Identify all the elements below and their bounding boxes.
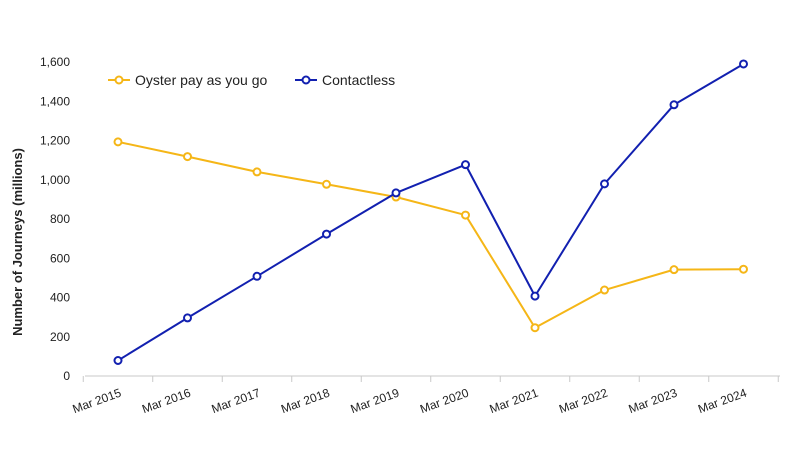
x-tick-label: Mar 2020 bbox=[418, 386, 471, 417]
legend-label: Oyster pay as you go bbox=[135, 72, 268, 88]
data-point bbox=[532, 293, 539, 300]
data-point bbox=[462, 212, 469, 219]
data-point bbox=[323, 231, 330, 238]
legend-label: Contactless bbox=[322, 72, 395, 88]
data-point bbox=[115, 138, 122, 145]
y-tick-label: 600 bbox=[50, 251, 70, 265]
x-tick-label: Mar 2021 bbox=[488, 386, 541, 417]
data-point bbox=[254, 168, 261, 175]
data-point bbox=[740, 266, 747, 273]
series-line bbox=[118, 142, 744, 328]
data-point bbox=[671, 266, 678, 273]
y-tick-label: 200 bbox=[50, 330, 70, 344]
x-tick-label: Mar 2018 bbox=[279, 386, 332, 417]
data-point bbox=[323, 181, 330, 188]
y-axis-title: Number of Journeys (millions) bbox=[10, 148, 25, 336]
data-point bbox=[115, 357, 122, 364]
data-point bbox=[601, 180, 608, 187]
legend: Oyster pay as you go Contactless bbox=[108, 72, 395, 88]
series-oyster-pay-as-you-go bbox=[115, 138, 748, 331]
x-tick-label: Mar 2022 bbox=[557, 386, 610, 417]
data-point bbox=[740, 60, 747, 67]
x-tick-label: Mar 2019 bbox=[349, 386, 402, 417]
data-point bbox=[671, 101, 678, 108]
y-tick-label: 1,400 bbox=[40, 94, 70, 108]
y-tick-label: 800 bbox=[50, 212, 70, 226]
y-tick-label: 1,600 bbox=[40, 55, 70, 69]
legend-item: Contactless bbox=[295, 72, 395, 88]
y-tick-label: 1,200 bbox=[40, 134, 70, 148]
legend-item: Oyster pay as you go bbox=[108, 72, 268, 88]
x-tick-label: Mar 2024 bbox=[696, 386, 749, 417]
x-tick-label: Mar 2015 bbox=[71, 386, 124, 417]
x-tick-label: Mar 2017 bbox=[210, 386, 263, 417]
legend-marker bbox=[303, 77, 310, 84]
series-layer bbox=[115, 60, 748, 364]
data-point bbox=[601, 287, 608, 294]
x-tick-label: Mar 2023 bbox=[627, 386, 680, 417]
series-line bbox=[118, 64, 744, 361]
data-point bbox=[254, 273, 261, 280]
data-point bbox=[393, 189, 400, 196]
series-contactless bbox=[115, 60, 748, 364]
data-point bbox=[184, 153, 191, 160]
y-tick-label: 400 bbox=[50, 291, 70, 305]
data-point bbox=[532, 324, 539, 331]
x-tick-label: Mar 2016 bbox=[140, 386, 193, 417]
y-tick-label: 0 bbox=[63, 369, 70, 383]
data-point bbox=[462, 161, 469, 168]
legend-marker bbox=[116, 77, 123, 84]
y-tick-label: 1,000 bbox=[40, 173, 70, 187]
data-point bbox=[184, 314, 191, 321]
